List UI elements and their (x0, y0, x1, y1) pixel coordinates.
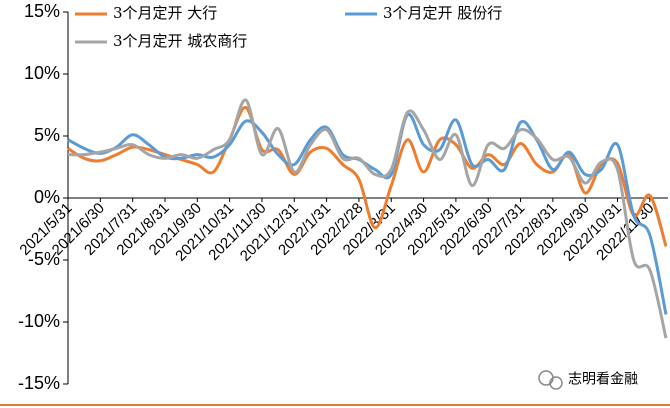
y-tick-label: 5% (34, 125, 60, 145)
y-tick-label: 15% (24, 1, 60, 21)
y-tick-label: -15% (18, 373, 60, 393)
series-line (67, 98, 668, 339)
watermark-icon (538, 370, 563, 390)
legend-label: 3个月定开 城农商行 (113, 32, 247, 50)
legend-label: 3个月定开 股份行 (383, 4, 502, 22)
y-tick-label: -10% (18, 311, 60, 331)
y-tick-label: 0% (34, 187, 60, 207)
y-tick-label: 10% (24, 63, 60, 83)
series-line (67, 106, 668, 247)
watermark: 志明看金融 (568, 371, 638, 387)
y-tick-label: -5% (28, 249, 60, 269)
legend-label: 3个月定开 大行 (113, 4, 217, 22)
